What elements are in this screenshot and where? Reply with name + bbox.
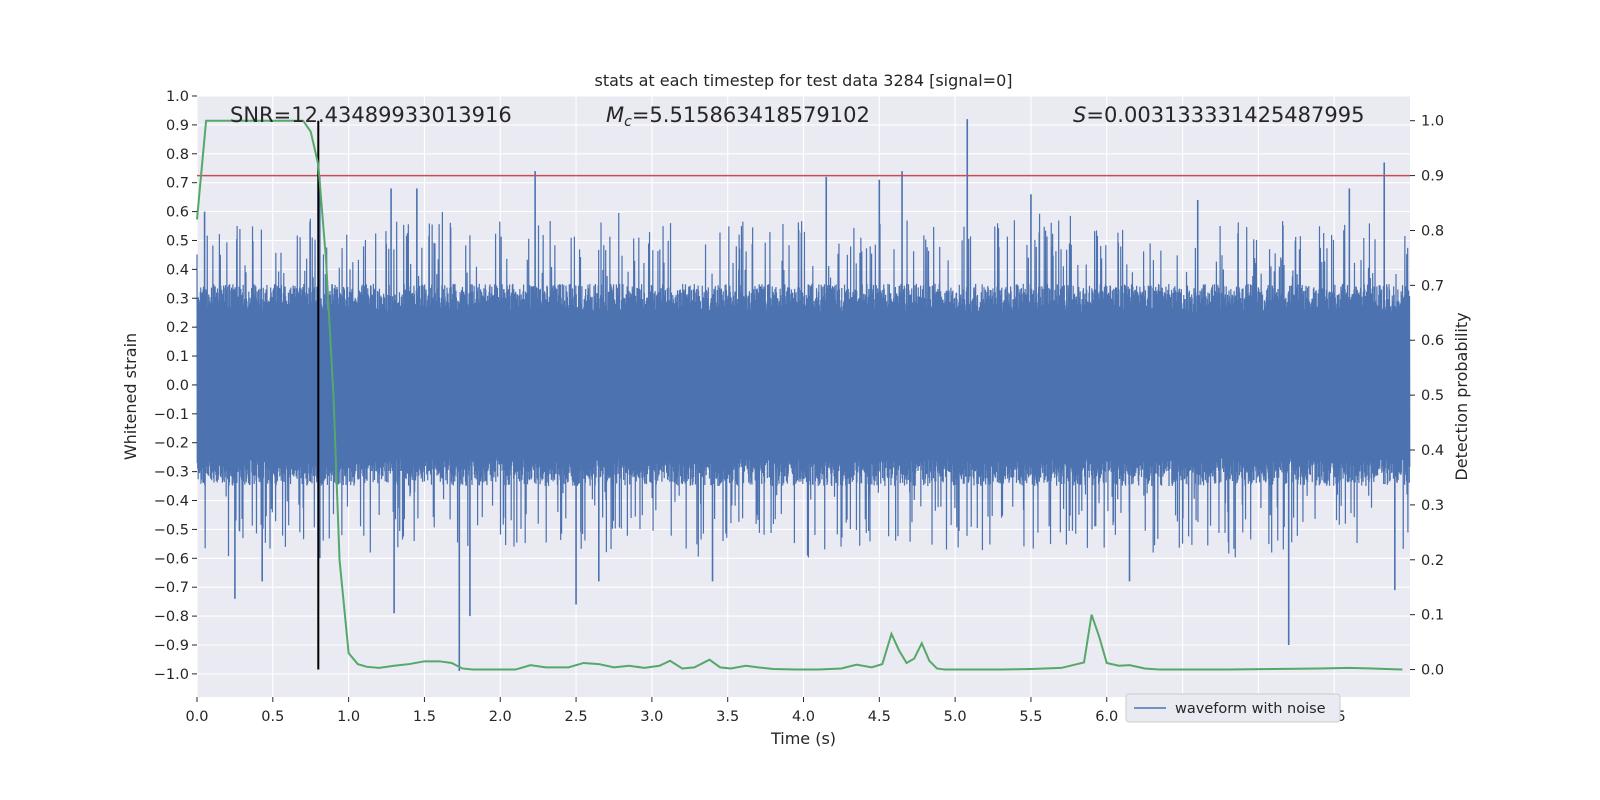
x-tick-label: 3.0 bbox=[640, 709, 663, 725]
left-tick-label: 0.5 bbox=[166, 233, 189, 249]
overlay-lines bbox=[197, 120, 1410, 670]
left-tick-label: −0.2 bbox=[154, 436, 189, 452]
right-tick-label: 1.0 bbox=[1421, 114, 1444, 130]
right-tick-label: 0.8 bbox=[1421, 223, 1444, 239]
x-tick-label: 4.0 bbox=[792, 709, 815, 725]
x-tick-label: 5.0 bbox=[944, 709, 967, 725]
left-tick-label: 0.7 bbox=[166, 176, 189, 192]
right-tick-label: 0.5 bbox=[1421, 388, 1444, 404]
left-tick-label: −0.4 bbox=[154, 494, 189, 510]
left-tick-label: −0.5 bbox=[154, 522, 189, 538]
right-tick-label: 0.6 bbox=[1421, 333, 1444, 349]
legend: waveform with noise bbox=[1125, 693, 1341, 723]
left-tick-label: −0.6 bbox=[154, 551, 189, 567]
axis-ticks: 0.00.51.01.52.02.53.03.54.04.55.05.56.06… bbox=[154, 89, 1444, 725]
left-tick-label: −0.1 bbox=[154, 407, 189, 423]
left-tick-label: 0.4 bbox=[166, 262, 189, 278]
left-tick-label: 0.2 bbox=[166, 320, 189, 336]
right-tick-label: 0.2 bbox=[1421, 553, 1444, 569]
s-value: =0.003133331425487995 bbox=[1086, 103, 1364, 127]
x-tick-label: 4.5 bbox=[868, 709, 891, 725]
left-tick-label: −0.9 bbox=[154, 638, 189, 654]
left-tick-label: 0.0 bbox=[166, 378, 189, 394]
left-tick-label: 0.9 bbox=[166, 118, 189, 134]
right-tick-label: 0.0 bbox=[1421, 663, 1444, 679]
waveform-trace bbox=[196, 211, 1411, 558]
mc-subscript: c bbox=[624, 114, 632, 130]
s-annotation: S=0.003133331425487995 bbox=[1073, 103, 1364, 127]
left-tick-label: −0.3 bbox=[154, 465, 189, 481]
detection-probability-line bbox=[196, 119, 1403, 671]
x-axis-label: Time (s) bbox=[770, 729, 836, 748]
right-y-axis-label: Detection probability bbox=[1452, 312, 1471, 480]
chart-title: stats at each timestep for test data 328… bbox=[594, 71, 1012, 90]
x-tick-label: 1.5 bbox=[413, 709, 436, 725]
x-tick-label: 5.5 bbox=[1019, 709, 1042, 725]
s-symbol: S bbox=[1073, 103, 1086, 127]
x-tick-label: 2.0 bbox=[489, 709, 512, 725]
legend-box bbox=[1125, 693, 1341, 723]
x-tick-label: 1.0 bbox=[337, 709, 360, 725]
mc-symbol: M bbox=[606, 103, 624, 127]
chirp-mass-annotation: Mc=5.515863418579102 bbox=[606, 103, 870, 130]
right-tick-label: 0.9 bbox=[1421, 169, 1444, 185]
right-tick-label: 0.3 bbox=[1421, 498, 1444, 514]
left-tick-label: 0.1 bbox=[166, 349, 189, 365]
x-tick-label: 6.0 bbox=[1095, 709, 1118, 725]
x-tick-label: 0.5 bbox=[261, 709, 284, 725]
mc-value: =5.515863418579102 bbox=[632, 103, 870, 127]
waveform-series bbox=[196, 119, 1411, 671]
probability-series bbox=[196, 119, 1403, 671]
left-tick-label: 1.0 bbox=[166, 89, 189, 105]
left-y-axis-label: Whitened strain bbox=[121, 333, 140, 460]
x-tick-label: 0.0 bbox=[185, 709, 208, 725]
x-tick-label: 2.5 bbox=[565, 709, 588, 725]
x-tick-label: 3.5 bbox=[716, 709, 739, 725]
left-tick-label: −0.8 bbox=[154, 609, 189, 625]
left-tick-label: 0.6 bbox=[166, 205, 189, 221]
legend-label: waveform with noise bbox=[1175, 701, 1326, 717]
left-tick-label: 0.3 bbox=[166, 291, 189, 307]
right-tick-label: 0.1 bbox=[1421, 608, 1444, 624]
left-tick-label: 0.8 bbox=[166, 147, 189, 163]
left-tick-label: −1.0 bbox=[154, 667, 189, 683]
right-tick-label: 0.4 bbox=[1421, 443, 1444, 459]
left-tick-label: −0.7 bbox=[154, 580, 189, 596]
right-tick-label: 0.7 bbox=[1421, 278, 1444, 294]
snr-annotation: SNR=12.43489933013916 bbox=[230, 103, 512, 127]
